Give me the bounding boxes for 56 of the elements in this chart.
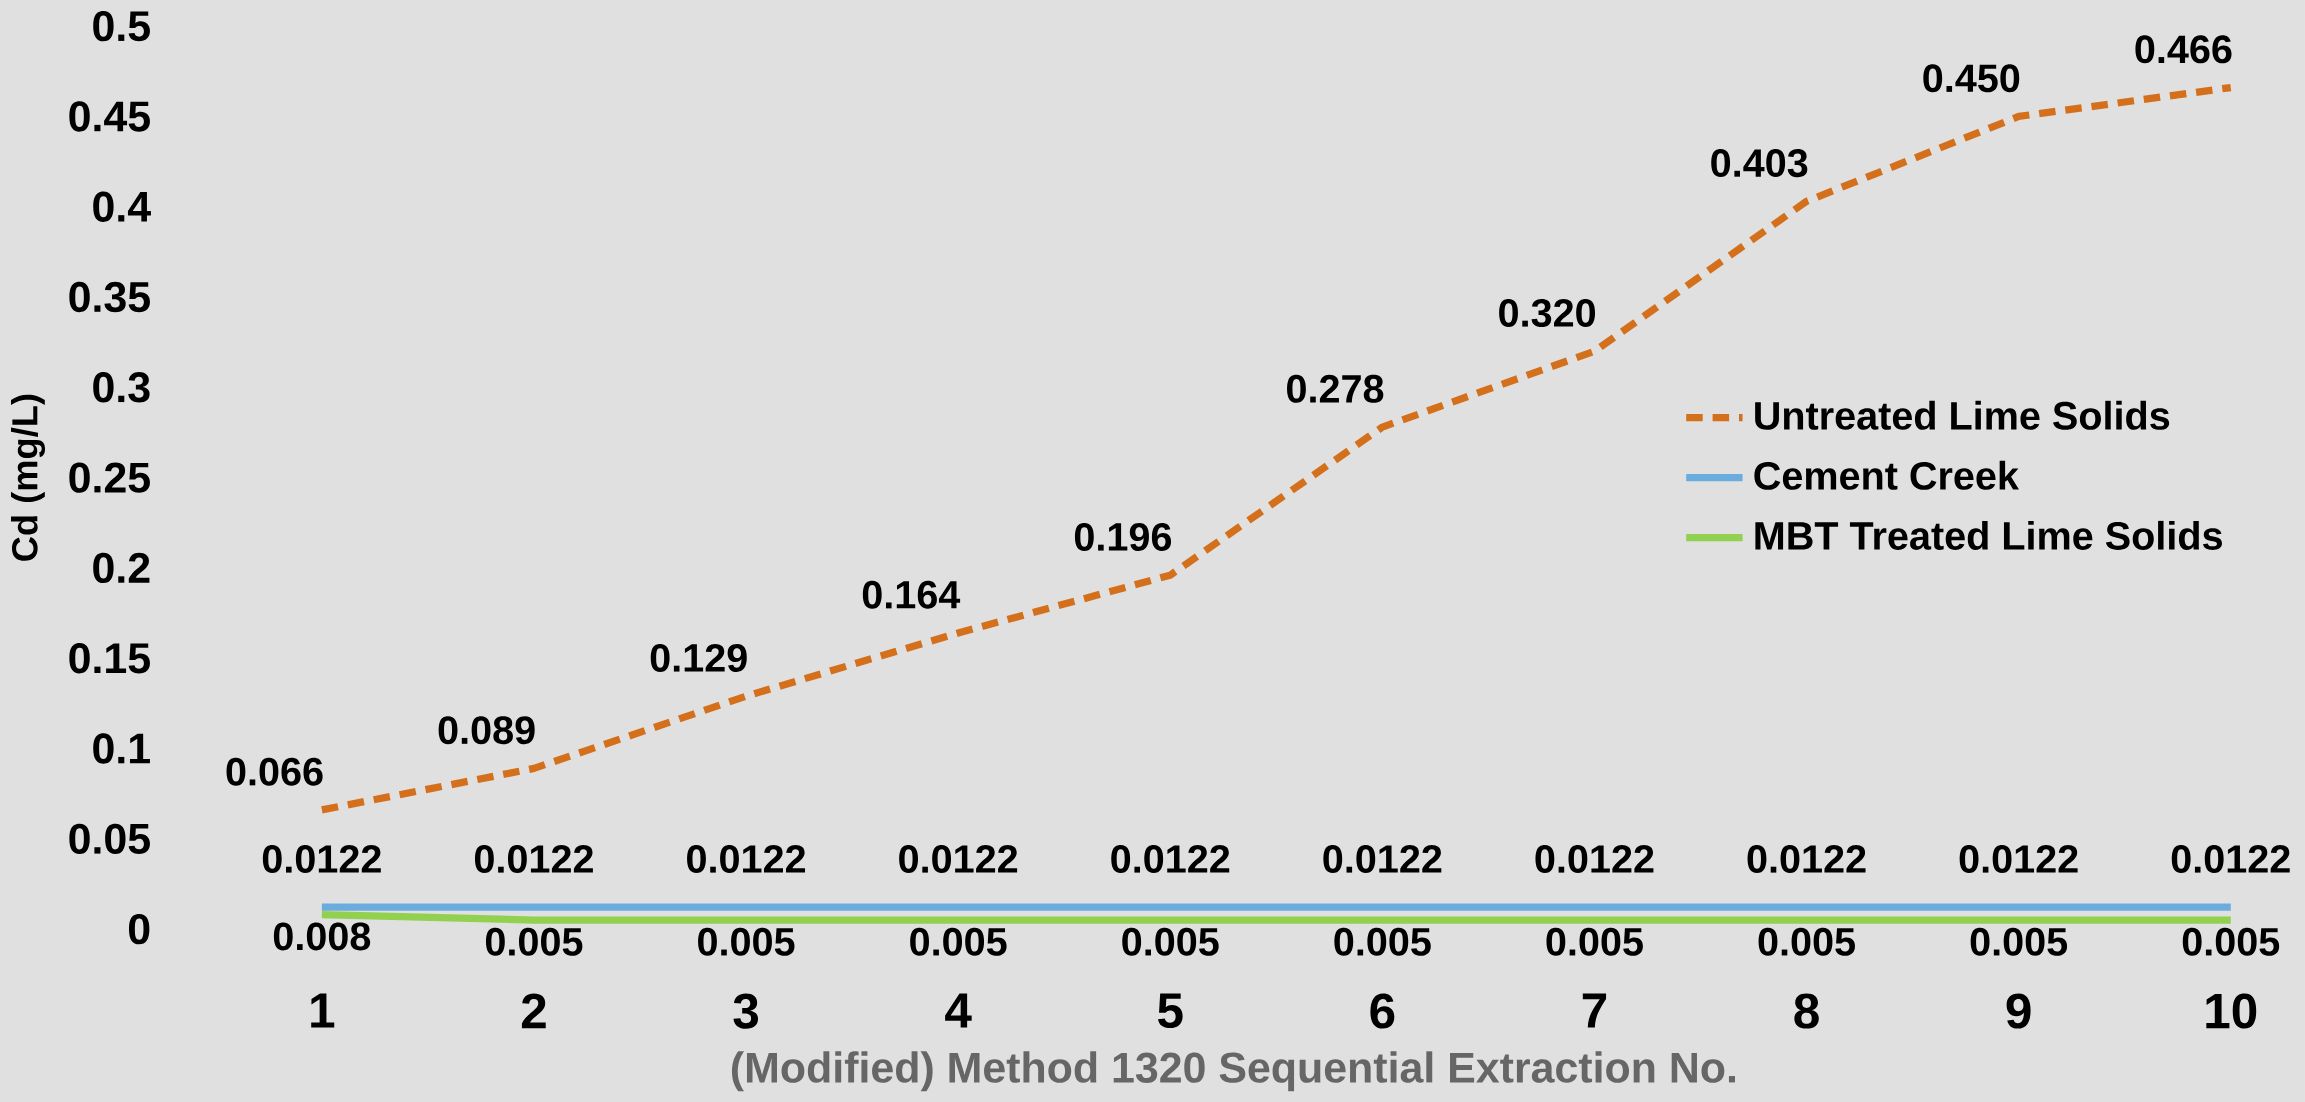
y-tick-label: 0.3 [93, 371, 150, 403]
x-axis-title: (Modified) Method 1320 Sequential Extraction No. [731, 1051, 1735, 1092]
x-tick-label: 8 [1794, 993, 1819, 1029]
data-label: 0.450 [1923, 64, 2020, 93]
data-label: 0.0122 [1959, 844, 2078, 873]
data-label: 0.129 [650, 643, 747, 672]
legend-label: Untreated Lime Solids [1755, 400, 2170, 430]
data-label: 0.320 [1499, 298, 1596, 327]
data-label: 0.005 [2182, 927, 2280, 956]
x-tick-label: 10 [2206, 993, 2257, 1029]
data-label: 0.089 [438, 716, 535, 745]
legend-label: Cement Creek [1754, 460, 2019, 490]
data-label: 0.196 [1074, 522, 1172, 551]
data-label: 0.0122 [1111, 844, 1230, 873]
data-label: 0.066 [226, 757, 323, 786]
data-label: 0.0122 [1747, 844, 1866, 873]
data-label: 0.0122 [2171, 844, 2290, 873]
legend-label: MBT Treated Lime Solids [1755, 520, 2222, 550]
y-tick-label: 0.5 [93, 10, 150, 42]
y-tick-label: 0.45 [69, 101, 150, 132]
data-label: 0.005 [698, 927, 795, 956]
x-tick-label: 9 [2006, 993, 2031, 1029]
y-tick-label: 0.25 [69, 462, 150, 493]
data-label: 0.005 [1334, 927, 1431, 956]
y-axis-title: Cd (mg/L) [11, 394, 46, 561]
data-label: 0.0122 [1323, 844, 1442, 873]
x-tick-label: 7 [1582, 993, 1607, 1028]
y-tick-label: 0.1 [93, 733, 150, 764]
data-label: 0.005 [1970, 927, 2068, 956]
data-label: 0.164 [862, 580, 961, 609]
data-label: 0.0122 [474, 844, 593, 873]
x-tick-label: 4 [945, 993, 972, 1028]
data-label: 0.008 [273, 922, 371, 951]
data-label: 0.005 [910, 927, 1007, 956]
data-label: 0.005 [1122, 927, 1219, 956]
data-label: 0.005 [1546, 927, 1643, 956]
data-label: 0.0122 [262, 844, 381, 873]
data-label: 0.0122 [899, 844, 1018, 873]
data-label: 0.0122 [1535, 844, 1654, 873]
data-label: 0.005 [1758, 927, 1855, 956]
x-tick-label: 3 [733, 993, 759, 1029]
y-tick-label: 0.35 [69, 281, 150, 313]
y-tick-label: 0 [128, 913, 150, 945]
y-tick-label: 0.15 [69, 642, 150, 674]
data-label: 0.278 [1287, 374, 1384, 403]
y-tick-label: 0.05 [69, 823, 150, 854]
data-label: 0.005 [485, 927, 583, 956]
y-tick-label: 0.4 [93, 191, 151, 222]
data-label: 0.403 [1711, 148, 1808, 177]
x-tick-label: 2 [521, 993, 546, 1028]
x-tick-label: 6 [1370, 993, 1395, 1029]
data-label: 0.0122 [687, 844, 806, 873]
x-tick-label: 1 [311, 993, 335, 1028]
y-tick-label: 0.2 [93, 552, 150, 583]
x-tick-label: 5 [1158, 993, 1183, 1028]
data-label: 0.466 [2135, 35, 2232, 64]
